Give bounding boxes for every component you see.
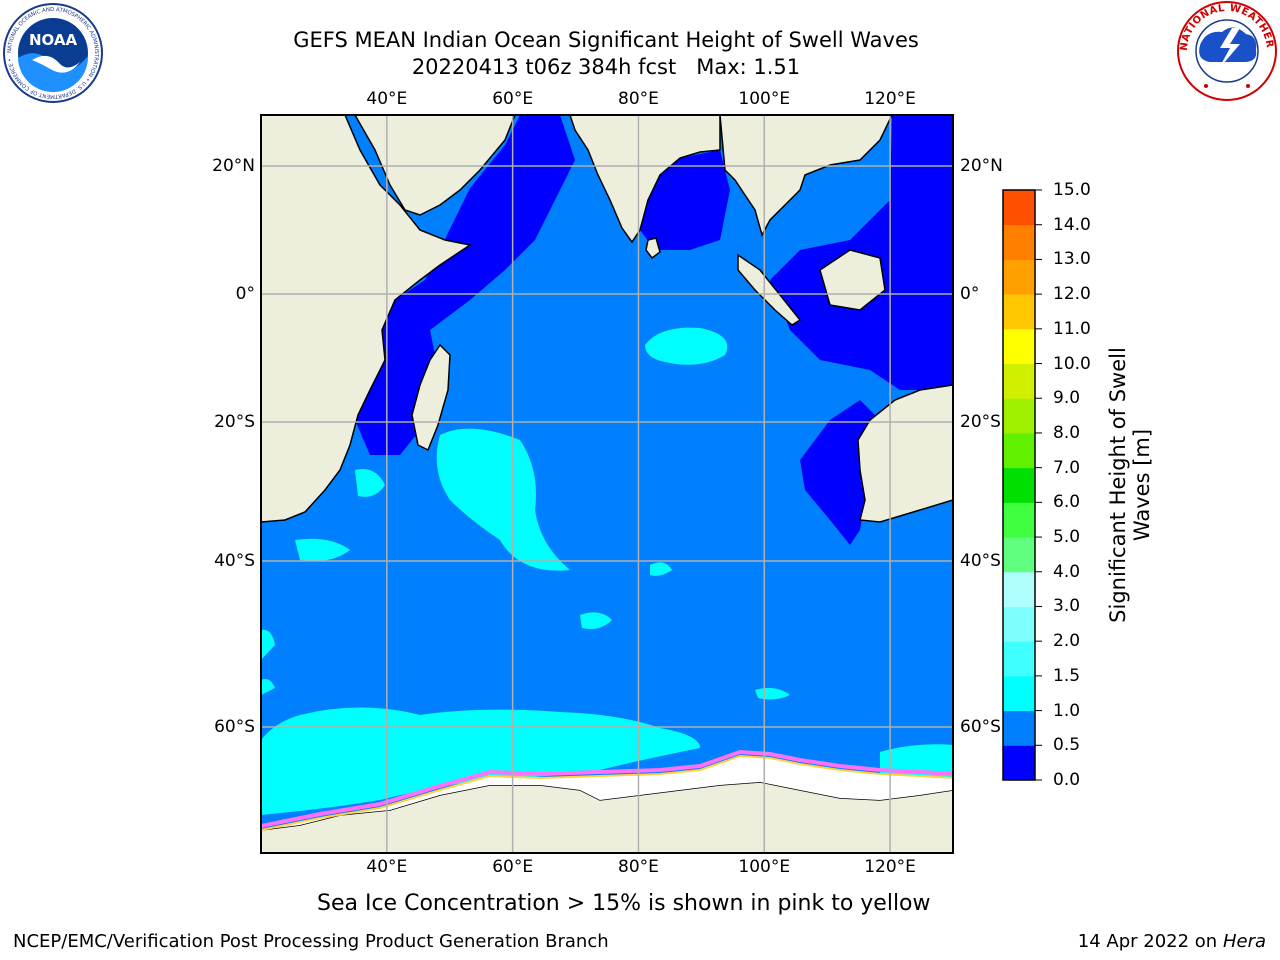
colorbar-swatch: [1003, 328, 1035, 365]
chart-title: GEFS MEAN Indian Ocean Significant Heigh…: [293, 28, 919, 52]
borneo-land: [819, 249, 886, 311]
colorbar-swatch: [1003, 745, 1035, 781]
colorbar-swatch: [1003, 502, 1035, 538]
colorbar-tick-label: 7.0: [1053, 457, 1081, 478]
lon-tick-top: 80°E: [618, 89, 659, 109]
colorbar-swatch: [1003, 641, 1035, 677]
colorbar-swatch: [1003, 571, 1035, 607]
footer-date-text: 14 Apr 2022 on: [1077, 931, 1223, 952]
low-swell-bay-of-bengal: [640, 150, 730, 250]
lat-tick-left: 20°S: [214, 412, 255, 432]
lon-tick-top: 60°E: [492, 89, 534, 109]
noaa-logo: NATIONAL OCEANIC AND ATMOSPHERIC ADMINIS…: [3, 3, 103, 103]
noaa-logo-text: NOAA: [29, 31, 78, 49]
sea-ice-edge-pink: [261, 749, 953, 828]
sea-ice-note: Sea Ice Concentration > 15% is shown in …: [317, 891, 931, 916]
colorbar-swatch: [1003, 259, 1035, 295]
colorbar-tick-label: 14.0: [1053, 214, 1091, 235]
colorbar-swatch: [1003, 363, 1035, 399]
colorbar-tick-label: 9.0: [1053, 388, 1081, 409]
footer-credit: NCEP/EMC/Verification Post Processing Pr…: [13, 931, 609, 952]
colorbar-swatch: [1003, 190, 1035, 226]
colorbar-swatch: [1003, 294, 1035, 330]
colorbar-tick-label: 4.0: [1053, 561, 1081, 582]
colorbar-swatch: [1003, 710, 1035, 746]
sea-ice-edge-yellow: [261, 754, 953, 831]
lon-tick-top: 40°E: [366, 89, 408, 109]
sea-ice-area: [261, 756, 953, 830]
lat-tick-right: 20°N: [960, 156, 1003, 176]
colorbar-tick-label: 0.5: [1053, 735, 1081, 756]
colorbar-frame: [1002, 189, 1036, 781]
colorbar-tick-label: 8.0: [1053, 422, 1081, 443]
colorbar-tick-label: 5.0: [1053, 527, 1081, 548]
colorbar-tick-label: 10.0: [1053, 353, 1091, 374]
sri-lanka-land: [645, 237, 661, 260]
sumatra-land: [737, 253, 802, 326]
colorbar-swatch: [1003, 467, 1035, 503]
lat-tick-left: 40°S: [214, 551, 255, 571]
lon-tick-bottom: 80°E: [618, 857, 659, 877]
colorbar-tick-label: 15.0: [1053, 180, 1091, 200]
southeast-asia-land: [719, 115, 893, 238]
colorbar-swatch: [1003, 432, 1035, 469]
lat-tick-right: 0°: [960, 284, 980, 304]
low-swell-arabian-sea: [380, 115, 575, 350]
colorbar-label-line1: Significant Height of Swell: [1106, 347, 1130, 623]
lon-tick-top: 100°E: [738, 89, 791, 109]
lat-tick-right: 40°S: [960, 551, 1001, 571]
colorbar-swatch: [1003, 675, 1035, 712]
lat-tick-right: 60°S: [960, 717, 1001, 737]
lat-tick-left: 0°: [235, 284, 255, 304]
footer-machine: Hera: [1222, 931, 1266, 952]
india-land: [569, 115, 721, 244]
footer-date: 14 Apr 2022 on Hera: [1078, 931, 1266, 953]
lat-tick-right: 20°S: [960, 412, 1001, 432]
colorbar-tick-label: 11.0: [1053, 318, 1091, 339]
colorbar-swatch: [1003, 606, 1035, 642]
lat-tick-left: 60°S: [214, 717, 255, 737]
colorbar-tick-label: 1.0: [1053, 700, 1081, 721]
colorbar: [1002, 189, 1042, 781]
map-frame: [260, 114, 954, 854]
nws-logo: NATIONAL WEATHER SERVICE: [1176, 0, 1277, 101]
colorbar-swatch: [1003, 398, 1035, 434]
colorbar-tick-label: 1.5: [1053, 665, 1081, 686]
australia-land: [857, 384, 953, 523]
lon-tick-bottom: 120°E: [864, 857, 916, 877]
colorbar-tick-label: 6.0: [1053, 492, 1081, 513]
colorbar-tick-label: 13.0: [1053, 249, 1091, 270]
africa-land: [261, 115, 472, 523]
madagascar-land: [411, 343, 451, 452]
lat-tick-left: 20°N: [212, 156, 255, 176]
colorbar-swatch: [1003, 537, 1035, 573]
colorbar-tick-label: 12.0: [1053, 284, 1091, 305]
lon-tick-bottom: 40°E: [366, 857, 408, 877]
chart-subtitle: 20220413 t06z 384h fcst Max: 1.51: [411, 55, 801, 79]
colorbar-swatch: [1003, 224, 1035, 260]
colorbar-tick-label: 2.0: [1053, 631, 1081, 652]
map-gridlines: [261, 115, 953, 853]
colorbar-label: Significant Height of Swell Waves [m]: [1106, 285, 1154, 685]
colorbar-tick-label: 0.0: [1053, 770, 1081, 790]
lon-tick-top: 120°E: [864, 89, 916, 109]
lon-tick-bottom: 100°E: [738, 857, 791, 877]
lon-tick-bottom: 60°E: [492, 857, 534, 877]
arabia-land: [354, 115, 516, 216]
colorbar-label-line2: Waves [m]: [1130, 428, 1154, 542]
colorbar-tick-label: 3.0: [1053, 596, 1081, 617]
